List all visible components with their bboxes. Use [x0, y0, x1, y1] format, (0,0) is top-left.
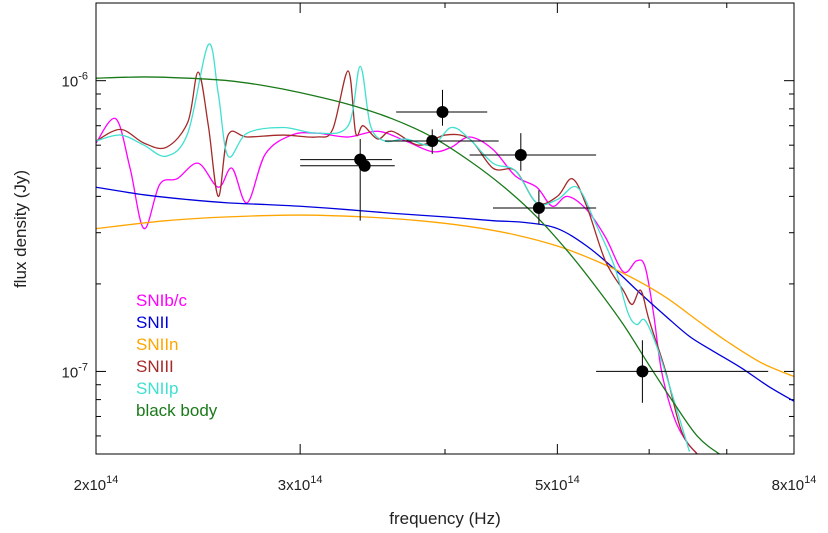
y-tick-label: 10-6 [62, 71, 88, 91]
data-point [396, 89, 488, 126]
data-point-marker [358, 159, 371, 172]
data-point-marker [532, 201, 545, 214]
data-point [300, 139, 392, 221]
series-line-sniii [96, 70, 698, 454]
legend: SNIb/c SNII SNIIn SNIII SNIIp black body [136, 291, 218, 420]
data-point [469, 133, 597, 171]
plot-frame [95, 2, 795, 455]
legend-entry: SNIIp [136, 379, 179, 398]
series-line-sniin [96, 214, 794, 378]
legend-entry: black body [136, 401, 218, 420]
data-point-marker [436, 106, 449, 119]
data-points [300, 89, 769, 403]
x-tick-label: 2x1014 [74, 474, 119, 494]
series-layer [96, 43, 794, 454]
legend-entry: SNII [136, 313, 169, 332]
x-tick-label: 8x1014 [772, 474, 817, 494]
y-axis-label: flux density (Jy) [11, 170, 30, 288]
data-point-marker [636, 365, 649, 378]
series-line-sniip [96, 43, 691, 452]
series-line-snii [96, 186, 794, 402]
legend-entry: SNIIn [136, 335, 179, 354]
y-tick-label: 10-7 [62, 361, 88, 381]
series-line-snib-c [96, 117, 698, 454]
legend-entry: SNIb/c [136, 291, 188, 310]
x-axis-label: frequency (Hz) [389, 509, 500, 528]
series-line-black-body [96, 76, 721, 454]
data-point [300, 159, 395, 172]
data-point [492, 190, 597, 225]
data-point-marker [514, 149, 527, 162]
data-point [596, 340, 769, 403]
x-tick-label: 5x1014 [535, 474, 580, 494]
x-tick-label: 3x1014 [278, 474, 323, 494]
data-point-marker [426, 135, 439, 148]
legend-entry: SNIII [136, 357, 174, 376]
data-point [384, 129, 499, 154]
axes: 10-6 10-7 2x1014 3x1014 5x1014 8x1014 [62, 3, 817, 494]
